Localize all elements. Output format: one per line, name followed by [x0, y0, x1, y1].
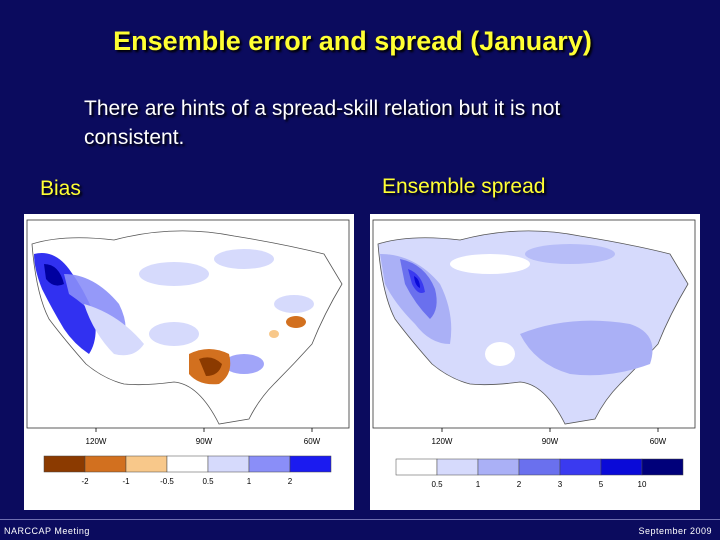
spread-colorbar-label: 2	[517, 480, 522, 489]
bias-colorbar-label: -0.5	[160, 477, 174, 486]
spread-colorbar: 0.5 1 2 3 5 10	[395, 458, 684, 489]
spread-colorbar-label: 0.5	[431, 480, 443, 489]
bias-colorbar-swatch	[43, 455, 86, 473]
spread-lon-tick: 60W	[650, 437, 667, 446]
spread-map-panel: 120W 90W 60W 0.5 1 2 3 5 10	[370, 214, 700, 510]
bias-colorbar-swatch	[84, 455, 127, 473]
spread-colorbar-label: 5	[599, 480, 604, 489]
bias-map-panel: 120W 90W 60W -2 -1 -0.5 0.5 1 2	[24, 214, 354, 510]
bias-map: 120W 90W 60W -2 -1 -0.5 0.5 1 2	[24, 214, 354, 510]
spread-colorbar-label: 10	[638, 480, 647, 489]
slide-title: Ensemble error and spread (January)	[113, 26, 592, 56]
spread-label: Ensemble spread	[382, 175, 546, 198]
footer-divider	[0, 519, 720, 520]
spread-colorbar-swatch	[395, 458, 438, 476]
land-outline	[377, 230, 689, 425]
spread-colorbar-swatch	[477, 458, 520, 476]
bias-colorbar: -2 -1 -0.5 0.5 1 2	[43, 455, 332, 486]
slide-subtitle: There are hints of a spread-skill relati…	[84, 97, 561, 149]
footer-left: NARCCAP Meeting	[4, 526, 90, 536]
bias-colorbar-label: -1	[122, 477, 130, 486]
bias-colorbar-label: -2	[81, 477, 89, 486]
bias-colorbar-label: 0.5	[202, 477, 214, 486]
spread-colorbar-swatch	[436, 458, 479, 476]
bias-lon-tick: 90W	[196, 437, 213, 446]
spread-map: 120W 90W 60W 0.5 1 2 3 5 10	[370, 214, 700, 510]
bias-colorbar-swatch	[289, 455, 332, 473]
bias-colorbar-swatch	[125, 455, 168, 473]
bias-colorbar-swatch	[207, 455, 250, 473]
spread-colorbar-swatch	[559, 458, 602, 476]
spread-lon-tick: 90W	[542, 437, 559, 446]
bias-colorbar-swatch	[248, 455, 291, 473]
bias-colorbar-label: 1	[247, 477, 252, 486]
bias-colorbar-label: 2	[288, 477, 293, 486]
spread-colorbar-swatch	[641, 458, 684, 476]
bias-lon-tick: 60W	[304, 437, 321, 446]
bias-label: Bias	[40, 177, 81, 200]
bias-colorbar-swatch	[166, 455, 209, 473]
spread-lon-tick: 120W	[432, 437, 453, 446]
spread-colorbar-label: 1	[476, 480, 481, 489]
footer-right: September 2009	[638, 526, 712, 536]
bias-lon-tick: 120W	[86, 437, 107, 446]
spread-colorbar-swatch	[600, 458, 643, 476]
spread-colorbar-swatch	[518, 458, 561, 476]
spread-colorbar-label: 3	[558, 480, 563, 489]
